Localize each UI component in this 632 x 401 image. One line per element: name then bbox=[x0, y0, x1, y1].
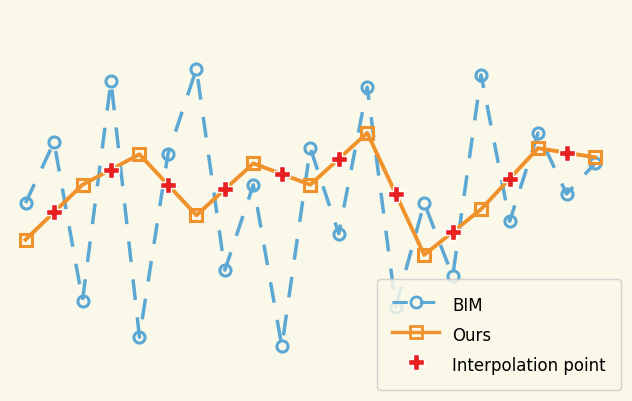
Interpolation point bbox=[392, 192, 399, 197]
Interpolation point bbox=[50, 210, 58, 215]
BIM bbox=[136, 335, 143, 340]
Interpolation point bbox=[449, 230, 456, 235]
Legend: BIM, Ours, Interpolation point: BIM, Ours, Interpolation point bbox=[377, 279, 621, 390]
Interpolation point bbox=[164, 183, 172, 188]
BIM bbox=[363, 85, 371, 90]
BIM bbox=[21, 201, 29, 206]
BIM bbox=[420, 201, 428, 206]
Interpolation point bbox=[562, 151, 570, 156]
Ours bbox=[21, 238, 29, 243]
BIM bbox=[79, 298, 87, 303]
BIM bbox=[392, 305, 399, 310]
Interpolation point bbox=[506, 177, 513, 182]
Ours bbox=[420, 253, 428, 258]
BIM bbox=[278, 344, 286, 349]
Line: Interpolation point: Interpolation point bbox=[46, 146, 574, 240]
Interpolation point bbox=[335, 157, 343, 162]
BIM bbox=[449, 274, 456, 279]
BIM bbox=[506, 219, 513, 224]
Interpolation point bbox=[221, 187, 229, 192]
BIM bbox=[164, 152, 172, 157]
BIM bbox=[107, 79, 115, 84]
Ours bbox=[363, 131, 371, 136]
BIM bbox=[592, 162, 599, 166]
Ours bbox=[534, 146, 542, 151]
BIM bbox=[335, 231, 343, 236]
Ours bbox=[477, 207, 485, 212]
Ours bbox=[250, 162, 257, 166]
Ours bbox=[193, 213, 200, 218]
BIM bbox=[534, 131, 542, 136]
BIM bbox=[250, 183, 257, 188]
BIM bbox=[562, 192, 570, 197]
Interpolation point bbox=[278, 172, 286, 177]
BIM bbox=[221, 268, 229, 273]
Ours bbox=[592, 156, 599, 160]
Ours bbox=[307, 183, 314, 188]
Line: Ours: Ours bbox=[20, 128, 601, 261]
BIM bbox=[50, 140, 58, 145]
Ours bbox=[79, 183, 87, 188]
BIM bbox=[477, 73, 485, 78]
Ours bbox=[136, 152, 143, 157]
Interpolation point bbox=[107, 168, 115, 172]
BIM bbox=[193, 67, 200, 72]
Line: BIM: BIM bbox=[20, 64, 600, 352]
BIM bbox=[307, 146, 314, 151]
